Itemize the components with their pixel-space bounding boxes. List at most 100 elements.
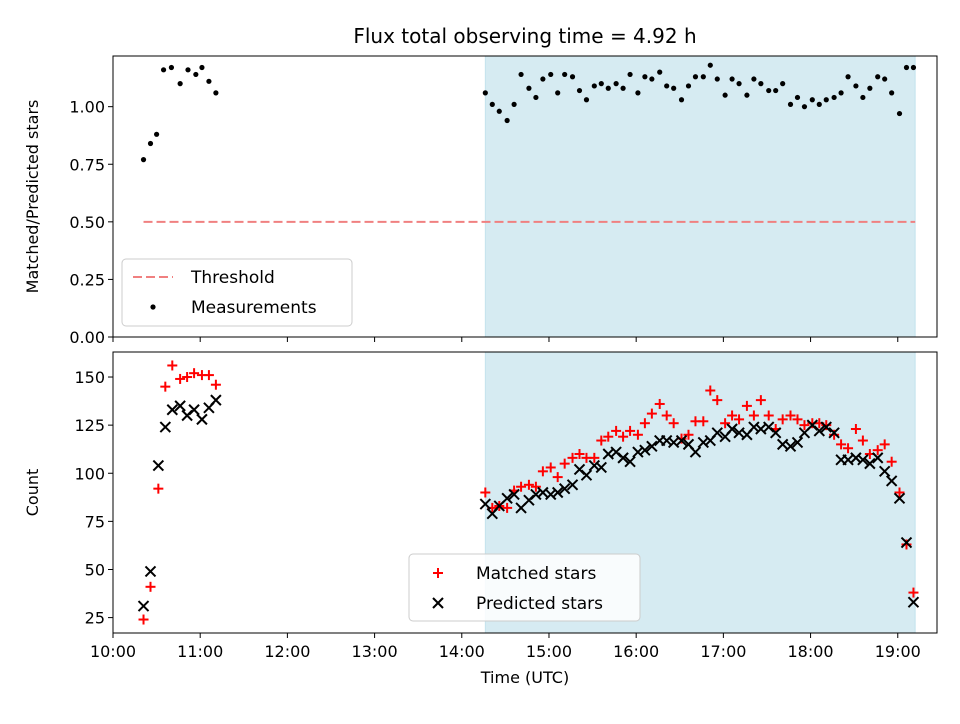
data-point — [188, 404, 200, 416]
data-point — [769, 427, 782, 439]
data-point — [903, 64, 910, 71]
data-point — [642, 74, 648, 80]
legend-predicted-label: Predicted stars — [476, 594, 603, 614]
data-point — [867, 85, 873, 91]
y-tick-label: 1.00 — [69, 98, 105, 117]
legend-predicted-swatch — [432, 597, 444, 609]
y-tick-label: 0.25 — [69, 270, 105, 289]
data-point — [589, 452, 600, 463]
data-point — [508, 488, 520, 501]
data-point — [611, 425, 622, 436]
data-point — [860, 94, 866, 101]
data-point — [671, 85, 677, 91]
y-axis-label: Matched/Predicted stars — [23, 100, 42, 294]
y-tick-label: 50 — [85, 560, 105, 579]
data-point — [574, 449, 585, 460]
data-point — [727, 410, 738, 421]
data-point — [893, 492, 906, 504]
data-point — [196, 413, 208, 426]
legend: Matched stars Predicted stars — [408, 553, 641, 622]
data-point — [605, 85, 611, 91]
data-point — [540, 76, 546, 82]
chart-title: Flux total observing time = 4.92 h — [353, 24, 696, 48]
data-point — [174, 400, 186, 412]
data-point — [153, 131, 160, 137]
data-point — [711, 427, 723, 439]
data-point — [588, 459, 601, 472]
data-point — [661, 410, 672, 421]
data-point — [199, 64, 205, 71]
data-point — [697, 436, 710, 449]
x-tick-label: 17:00 — [700, 642, 746, 661]
legend: Threshold Measurements — [121, 258, 353, 327]
data-point — [896, 110, 903, 117]
data-point — [763, 410, 774, 421]
x-tick-label: 10:00 — [90, 642, 136, 661]
data-point — [801, 104, 808, 110]
series-predicted-stars — [137, 394, 920, 612]
data-point — [838, 90, 844, 96]
data-point — [700, 74, 706, 80]
data-point — [720, 418, 731, 429]
data-point — [878, 465, 891, 478]
data-point — [908, 587, 919, 598]
data-point — [548, 71, 554, 78]
data-point — [551, 486, 564, 499]
x-tick-label: 13:00 — [352, 642, 398, 661]
data-point — [504, 117, 510, 124]
data-point — [566, 479, 579, 491]
data-point — [595, 461, 608, 474]
data-point — [567, 452, 578, 463]
legend-box — [121, 258, 353, 327]
y-tick-label: 75 — [85, 512, 105, 531]
data-point — [816, 101, 822, 107]
data-point — [167, 360, 178, 371]
data-point — [639, 418, 650, 429]
data-point — [857, 435, 868, 446]
data-point — [882, 76, 888, 82]
data-point — [875, 74, 881, 80]
data-point — [777, 414, 788, 425]
data-point — [828, 427, 840, 439]
data-point — [189, 368, 200, 379]
data-point — [853, 83, 859, 89]
data-point — [773, 87, 779, 94]
y-tick-label: 125 — [74, 416, 105, 435]
data-point — [598, 81, 604, 87]
data-point — [140, 157, 147, 163]
data-point — [780, 81, 786, 87]
x-tick-label: 18:00 — [788, 642, 834, 661]
data-point — [632, 446, 644, 458]
data-point — [137, 600, 150, 612]
data-point — [668, 418, 679, 429]
data-point — [482, 90, 488, 96]
data-point — [657, 69, 663, 75]
data-point — [894, 487, 905, 498]
data-point — [755, 395, 766, 406]
data-point — [758, 81, 764, 87]
data-point — [889, 90, 895, 96]
y-tick-label: 25 — [85, 609, 105, 628]
observing-span — [484, 56, 916, 337]
data-point — [635, 90, 641, 96]
data-point — [850, 423, 861, 434]
data-point — [831, 94, 837, 101]
data-point — [799, 420, 810, 431]
data-point — [147, 140, 154, 147]
plot-area — [140, 56, 917, 337]
y-tick-label: 150 — [74, 368, 105, 387]
data-point — [530, 488, 542, 501]
legend-box — [408, 553, 641, 622]
legend-matched-label: Matched stars — [476, 564, 596, 584]
data-point — [714, 76, 720, 82]
data-point — [726, 423, 738, 435]
data-point — [649, 76, 655, 82]
data-point — [843, 443, 854, 454]
data-point — [646, 440, 658, 453]
data-point — [501, 492, 513, 504]
data-point — [624, 455, 636, 468]
data-point — [591, 83, 597, 89]
data-point — [736, 81, 742, 87]
data-point — [545, 488, 557, 501]
data-point — [692, 74, 699, 80]
